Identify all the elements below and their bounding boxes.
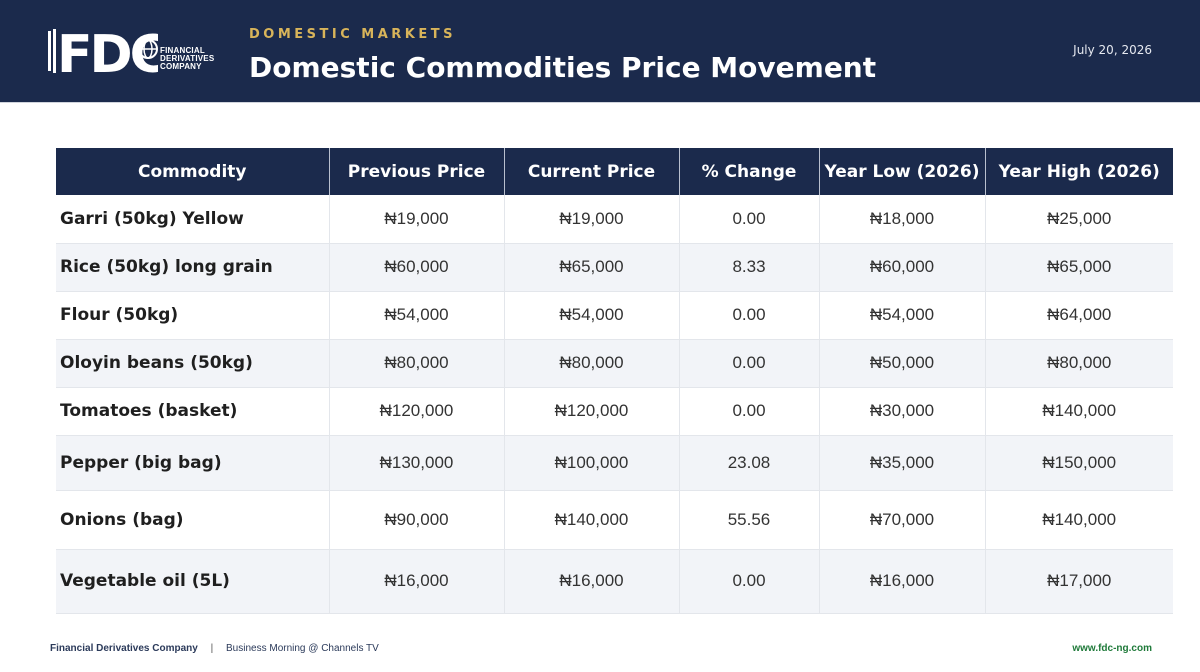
header-bar: FDC FINANCIAL DERIVATIVES COMPANY DOMEST… xyxy=(0,0,1200,102)
previous-price: ₦54,000 xyxy=(329,291,505,340)
previous-price: ₦90,000 xyxy=(329,490,505,550)
commodity-name: Oloyin beans (50kg) xyxy=(56,339,330,388)
percent-change: 0.00 xyxy=(679,387,820,436)
table-header-row: Commodity Previous Price Current Price %… xyxy=(56,148,1173,195)
current-price: ₦19,000 xyxy=(504,195,680,244)
year-high: ₦140,000 xyxy=(985,490,1173,550)
table-row: Onions (bag) ₦90,000 ₦140,000 55.56 ₦70,… xyxy=(56,490,1173,550)
column-header-previous-price: Previous Price xyxy=(329,148,505,195)
year-low: ₦50,000 xyxy=(819,339,986,388)
commodity-name: Pepper (big bag) xyxy=(56,435,330,491)
year-high: ₦140,000 xyxy=(985,387,1173,436)
commodity-name: Garri (50kg) Yellow xyxy=(56,195,330,244)
column-header-change: % Change xyxy=(679,148,820,195)
current-price: ₦80,000 xyxy=(504,339,680,388)
logo-line: FINANCIAL xyxy=(160,46,205,55)
previous-price: ₦120,000 xyxy=(329,387,505,436)
year-low: ₦60,000 xyxy=(819,243,986,292)
percent-change: 0.00 xyxy=(679,339,820,388)
table-row: Oloyin beans (50kg) ₦80,000 ₦80,000 0.00… xyxy=(56,339,1173,388)
year-high: ₦65,000 xyxy=(985,243,1173,292)
table-row: Pepper (big bag) ₦130,000 ₦100,000 23.08… xyxy=(56,435,1173,491)
column-header-current-price: Current Price xyxy=(504,148,680,195)
year-high: ₦17,000 xyxy=(985,549,1173,614)
percent-change: 0.00 xyxy=(679,549,820,614)
footer-company: Financial Derivatives Company xyxy=(50,643,198,654)
current-price: ₦65,000 xyxy=(504,243,680,292)
footer-source: Financial Derivatives Company | Business… xyxy=(50,643,379,654)
footer-website: www.fdc-ng.com xyxy=(1072,643,1152,654)
logo-line: COMPANY xyxy=(160,62,202,71)
footer-program: Business Morning @ Channels TV xyxy=(226,643,379,654)
year-high: ₦80,000 xyxy=(985,339,1173,388)
previous-price: ₦80,000 xyxy=(329,339,505,388)
year-low: ₦30,000 xyxy=(819,387,986,436)
year-low: ₦16,000 xyxy=(819,549,986,614)
year-low: ₦70,000 xyxy=(819,490,986,550)
logo-line: DERIVATIVES xyxy=(160,54,215,63)
previous-price: ₦16,000 xyxy=(329,549,505,614)
previous-price: ₦130,000 xyxy=(329,435,505,491)
commodity-name: Tomatoes (basket) xyxy=(56,387,330,436)
header-divider xyxy=(0,102,1200,103)
section-kicker: DOMESTIC MARKETS xyxy=(249,27,456,42)
column-header-year-low: Year Low (2026) xyxy=(819,148,986,195)
percent-change: 0.00 xyxy=(679,291,820,340)
current-price: ₦100,000 xyxy=(504,435,680,491)
footer-separator: | xyxy=(210,643,214,654)
current-price: ₦54,000 xyxy=(504,291,680,340)
current-price: ₦140,000 xyxy=(504,490,680,550)
percent-change: 0.00 xyxy=(679,195,820,244)
year-high: ₦64,000 xyxy=(985,291,1173,340)
year-high: ₦25,000 xyxy=(985,195,1173,244)
svg-text:FDC: FDC xyxy=(57,25,158,77)
logo-wordmark: FINANCIAL DERIVATIVES COMPANY xyxy=(160,47,214,71)
column-header-year-high: Year High (2026) xyxy=(985,148,1173,195)
table-row: Rice (50kg) long grain ₦60,000 ₦65,000 8… xyxy=(56,243,1173,292)
fdc-logo: FDC FINANCIAL DERIVATIVES COMPANY xyxy=(48,25,218,77)
commodity-name: Onions (bag) xyxy=(56,490,330,550)
percent-change: 55.56 xyxy=(679,490,820,550)
report-date: July 20, 2026 xyxy=(1073,43,1152,57)
table-row: Flour (50kg) ₦54,000 ₦54,000 0.00 ₦54,00… xyxy=(56,291,1173,340)
year-low: ₦54,000 xyxy=(819,291,986,340)
commodity-name: Flour (50kg) xyxy=(56,291,330,340)
current-price: ₦120,000 xyxy=(504,387,680,436)
table-row: Vegetable oil (5L) ₦16,000 ₦16,000 0.00 … xyxy=(56,549,1173,614)
page-title: Domestic Commodities Price Movement xyxy=(249,51,877,84)
year-low: ₦18,000 xyxy=(819,195,986,244)
fdc-logo-mark-icon: FDC xyxy=(48,25,158,77)
percent-change: 23.08 xyxy=(679,435,820,491)
year-low: ₦35,000 xyxy=(819,435,986,491)
percent-change: 8.33 xyxy=(679,243,820,292)
column-header-commodity: Commodity xyxy=(56,148,330,195)
commodity-name: Rice (50kg) long grain xyxy=(56,243,330,292)
previous-price: ₦60,000 xyxy=(329,243,505,292)
table-row: Garri (50kg) Yellow ₦19,000 ₦19,000 0.00… xyxy=(56,195,1173,244)
current-price: ₦16,000 xyxy=(504,549,680,614)
year-high: ₦150,000 xyxy=(985,435,1173,491)
previous-price: ₦19,000 xyxy=(329,195,505,244)
commodity-price-table: Commodity Previous Price Current Price %… xyxy=(56,148,1173,614)
table-row: Tomatoes (basket) ₦120,000 ₦120,000 0.00… xyxy=(56,387,1173,436)
commodity-name: Vegetable oil (5L) xyxy=(56,549,330,614)
